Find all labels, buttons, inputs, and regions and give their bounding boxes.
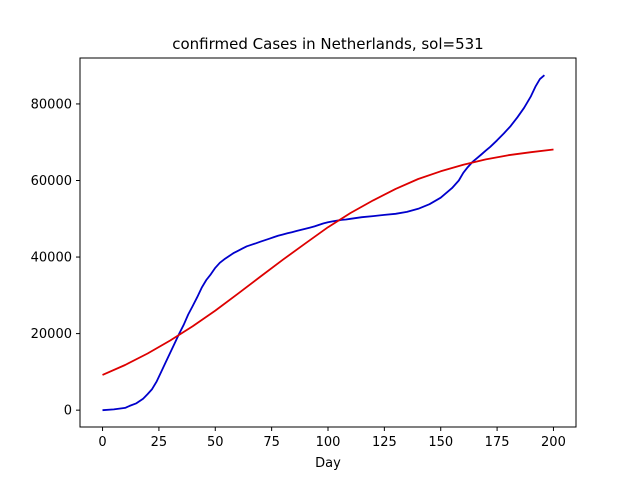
y-axis: 0 20000 40000 60000 80000: [31, 97, 80, 419]
axes-frame: [79, 57, 577, 428]
x-axis-label: Day: [315, 456, 341, 471]
y-tick-label: 60000: [31, 174, 72, 189]
x-tick-label: 200: [541, 435, 566, 450]
chart-title: confirmed Cases in Netherlands, sol=531: [172, 35, 483, 53]
x-tick-label: 125: [372, 435, 397, 450]
x-tick-label: 0: [98, 435, 106, 450]
x-tick-label: 25: [151, 435, 168, 450]
series-line-1: [102, 148, 554, 376]
y-tick-label: 0: [64, 404, 72, 419]
plot-area: [102, 74, 554, 412]
series-line-0: [102, 74, 545, 412]
y-tick-label: 80000: [31, 97, 72, 112]
x-axis: 0 25 50 75 100 125 150 175 200: [98, 427, 566, 450]
x-tick-label: 150: [428, 435, 453, 450]
x-tick-label: 175: [485, 435, 510, 450]
x-tick-label: 50: [207, 435, 224, 450]
y-tick-label: 40000: [31, 251, 72, 266]
y-tick-label: 20000: [31, 327, 72, 342]
x-tick-label: 100: [316, 435, 341, 450]
x-tick-label: 75: [263, 435, 280, 450]
